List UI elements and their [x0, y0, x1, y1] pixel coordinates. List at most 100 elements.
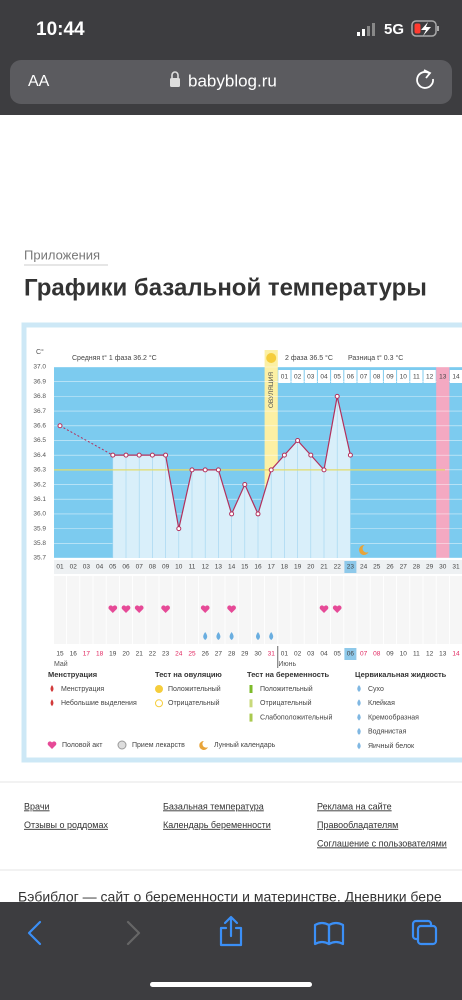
footer: Врачи Отзывы о роддомах Базальная температ…	[24, 801, 447, 848]
bookmarks-button[interactable]	[313, 921, 345, 946]
url-bar[interactable]	[10, 60, 452, 104]
phase2-day-cell	[410, 370, 423, 383]
legend-item: Менструация	[61, 686, 104, 693]
y-tick-label: 36.5	[33, 437, 46, 444]
date-label: 21	[136, 651, 144, 658]
cervical-icon	[256, 632, 260, 640]
footer-link[interactable]: Календарь беременности	[163, 820, 271, 830]
date-label: 26	[202, 651, 210, 658]
y-tick-label: 36.4	[33, 452, 46, 459]
cycle-day-label: 12	[202, 564, 210, 571]
temperature-point	[110, 452, 116, 458]
y-tick-label: 37.0	[33, 364, 46, 371]
legend-item: Прием лекарств	[132, 742, 185, 749]
cycle-day-row	[54, 560, 462, 574]
date-label: 25	[188, 651, 196, 658]
phase2-day-cell	[449, 370, 462, 383]
text-size-button[interactable]: AA	[28, 73, 50, 90]
phase2-day-label: 13	[439, 374, 447, 381]
forward-button[interactable]	[126, 920, 141, 946]
legend-icon	[199, 740, 208, 750]
intercourse-icon	[161, 605, 170, 613]
phase2-day-label: 12	[426, 374, 434, 381]
footer-link[interactable]: Базальная температура	[163, 801, 264, 811]
lunar-icon	[359, 544, 369, 555]
phase2-day-label: 07	[360, 374, 368, 381]
cycle-day-label: 16	[254, 564, 262, 571]
cycle-day-label: 02	[70, 564, 78, 571]
cycle-day-label: 23	[347, 564, 355, 571]
date-label: 02	[294, 651, 302, 658]
y-tick-label: 35.8	[33, 540, 46, 547]
footer-link[interactable]: Врачи	[24, 801, 50, 811]
cervical-icon	[269, 632, 274, 640]
date-label: 12	[426, 651, 434, 658]
phase2-day-cell	[317, 370, 331, 383]
y-tick-label: 35.7	[33, 555, 46, 562]
phase2-day-label: 02	[294, 374, 302, 381]
y-tick-label: 36.2	[33, 481, 46, 488]
temperature-point	[202, 467, 208, 473]
footer-link[interactable]: Отзывы о роддомах	[24, 820, 108, 830]
reload-button[interactable]	[416, 69, 434, 89]
cycle-day-label: 08	[149, 564, 157, 571]
y-tick-label: 36.1	[33, 496, 46, 503]
date-label: 05	[334, 651, 342, 658]
legend-item: Положительный	[260, 685, 313, 693]
legend-item: Половой акт	[62, 741, 103, 749]
legend-icon	[357, 727, 361, 735]
legend-icon	[357, 685, 361, 692]
legend-title: Менструация	[48, 670, 97, 679]
temperature-point	[163, 452, 169, 458]
date-label: 13	[439, 651, 447, 658]
date-label: 16	[70, 651, 78, 658]
y-tick-label: 36.7	[33, 408, 46, 415]
phase2-day-label: 06	[347, 374, 355, 381]
cycle-day-label: 21	[320, 564, 328, 571]
cycle-day-label: 25	[373, 564, 381, 571]
bbt-chart: C° Средняя t° 1 фаза 36.2 °C 2 фаза 36.5 °…	[33, 348, 462, 750]
cycle-day-label: 17	[268, 564, 276, 571]
signal-icon	[357, 23, 375, 36]
legend-icon	[357, 713, 361, 721]
tabs-button[interactable]	[411, 919, 438, 946]
cycle-day-label: 15	[241, 564, 249, 571]
share-button[interactable]	[219, 915, 243, 947]
y-unit: C°	[36, 348, 44, 356]
current-day-box	[344, 561, 357, 573]
page-title: Графики базальной температуры	[24, 274, 427, 301]
back-button[interactable]	[27, 920, 42, 946]
date-label: 27	[215, 651, 223, 658]
cycle-day-label: 26	[386, 564, 394, 571]
date-label: 29	[241, 651, 249, 658]
legend-icon	[117, 740, 127, 750]
cycle-day-label: 30	[439, 564, 447, 571]
date-label: 23	[162, 651, 170, 658]
legend-title: Цервикальная жидкость	[355, 670, 447, 679]
current-date-box	[344, 648, 357, 660]
temperature-point	[215, 467, 221, 473]
footer-link[interactable]: Правообладателям	[317, 820, 398, 830]
temperature-point	[136, 452, 142, 458]
url[interactable]: babyblog.ru	[188, 71, 277, 90]
cycle-day-label: 22	[334, 564, 342, 571]
legend-item: Отрицательный	[168, 699, 220, 707]
date-label: 03	[307, 651, 315, 658]
cycle-day-label: 07	[136, 564, 144, 571]
footer-link[interactable]: Соглашение с пользователями	[317, 838, 447, 848]
y-tick-label: 36.6	[33, 422, 46, 429]
footer-link[interactable]: Реклама на сайте	[317, 801, 392, 811]
cycle-day-label: 01	[56, 564, 64, 571]
phase2-day-cell	[383, 370, 397, 383]
lock-icon	[170, 71, 180, 87]
cycle-day-label: 27	[400, 564, 408, 571]
legend-item: Отрицательный	[260, 699, 312, 707]
breadcrumb[interactable]: Приложения	[24, 247, 100, 262]
phase2-day-label: 03	[307, 374, 315, 381]
phase2-day-cell	[331, 370, 344, 383]
legend-item: Яичный белок	[368, 742, 415, 750]
network: 5G	[384, 21, 404, 38]
date-label: 28	[228, 651, 236, 658]
date-label: 06	[347, 651, 355, 658]
date-label: 24	[175, 651, 183, 658]
